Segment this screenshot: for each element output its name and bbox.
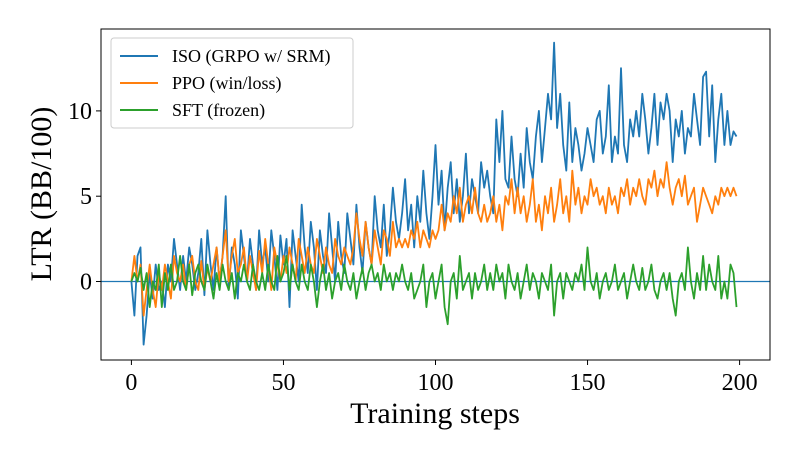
plot-area xyxy=(101,41,770,346)
x-tick-label: 100 xyxy=(418,370,454,396)
x-axis-label: Training steps xyxy=(350,397,520,430)
x-tick-label: 150 xyxy=(570,370,606,396)
x-tick-label: 200 xyxy=(722,370,758,396)
series-line-1 xyxy=(130,161,738,317)
y-tick-label: 10 xyxy=(68,99,92,125)
y-axis: 0 5 10 xyxy=(68,99,101,296)
legend-label-1: PPO (win/loss) xyxy=(172,73,282,94)
x-tick-label: 0 xyxy=(125,370,137,396)
legend-label-2: SFT (frozen) xyxy=(172,100,265,121)
series-line-2 xyxy=(130,246,738,326)
x-axis: 0 50 100 150 200 xyxy=(125,360,758,396)
legend-box xyxy=(110,37,354,129)
x-tick-label: 50 xyxy=(271,370,295,396)
y-tick-label: 0 xyxy=(80,270,92,296)
legend-label-0: ISO (GRPO w/ SRM) xyxy=(172,46,331,67)
legend: ISO (GRPO w/ SRM) PPO (win/loss) SFT (froz… xyxy=(110,37,354,129)
y-tick-label: 5 xyxy=(80,184,92,210)
y-axis-label: LTR (BB/100) xyxy=(25,107,58,282)
